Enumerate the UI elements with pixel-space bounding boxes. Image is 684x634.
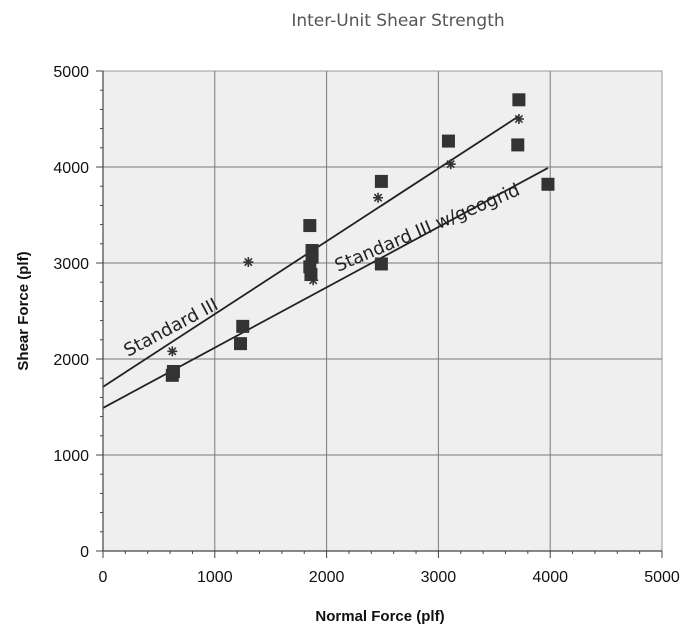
x-tick-label: 4000 <box>532 569 568 586</box>
x-tick-label: 1000 <box>197 569 233 586</box>
gridlines <box>103 71 662 551</box>
asterisk-stroke <box>309 276 318 285</box>
asterisk-stroke <box>244 257 253 267</box>
square-marker <box>512 93 526 107</box>
y-tick-label: 1000 <box>53 448 89 465</box>
square-marker <box>166 364 180 378</box>
y-axis-label: Shear Force (plf) <box>15 251 32 370</box>
square-marker <box>441 134 455 148</box>
asterisk-marker <box>308 275 319 286</box>
x-tick-label: 2000 <box>309 569 345 586</box>
square-marker <box>541 177 555 191</box>
square-marker <box>374 174 388 188</box>
square-marker <box>374 257 388 271</box>
x-tick-label: 3000 <box>421 569 457 586</box>
square-marker <box>234 337 248 351</box>
plot-area <box>102 70 663 552</box>
square-marker <box>305 250 319 264</box>
x-tick-label: 5000 <box>644 569 680 586</box>
y-tick-label: 0 <box>80 544 89 561</box>
y-tick-label: 3000 <box>53 256 89 273</box>
square-marker <box>303 219 317 233</box>
asterisk-marker <box>167 346 178 357</box>
y-tick-label: 4000 <box>53 160 89 177</box>
asterisk-marker <box>373 192 384 203</box>
asterisk-marker <box>243 257 254 268</box>
chart-title: Inter-Unit Shear Strength <box>291 11 504 31</box>
y-tick-label: 2000 <box>53 352 89 369</box>
data-points <box>165 93 555 382</box>
y-tick-labels: 0 1000 2000 3000 4000 5000 <box>53 64 89 561</box>
asterisk-stroke <box>514 114 524 124</box>
asterisk-marker <box>513 114 524 124</box>
square-marker <box>511 138 525 152</box>
x-tick-labels: 0 1000 2000 3000 4000 5000 <box>99 569 680 586</box>
asterisk-stroke <box>373 193 383 202</box>
x-axis-label: Normal Force (plf) <box>315 608 444 625</box>
asterisk-stroke <box>168 347 177 356</box>
asterisk-stroke <box>446 159 455 169</box>
y-tick-label: 5000 <box>53 64 89 81</box>
axes <box>96 70 663 558</box>
square-marker <box>236 319 250 333</box>
asterisk-marker <box>445 159 456 170</box>
x-tick-label: 0 <box>99 569 108 586</box>
square-marker <box>304 268 318 282</box>
